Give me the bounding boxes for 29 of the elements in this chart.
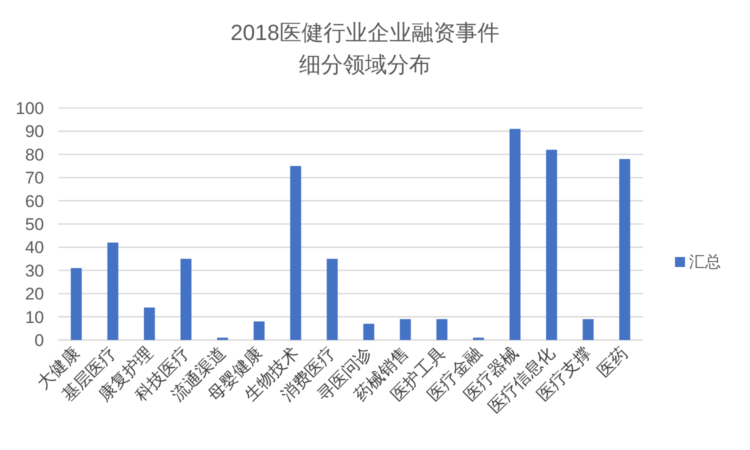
- x-tick-label: 医药: [594, 343, 632, 381]
- legend-label: 汇总: [689, 253, 721, 271]
- y-tick-label: 50: [25, 215, 44, 234]
- bar: [144, 308, 155, 340]
- bar: [107, 242, 118, 340]
- y-tick-label: 30: [25, 261, 44, 280]
- bar: [326, 258, 338, 340]
- y-tick-label: 100: [16, 99, 44, 118]
- bar: [363, 324, 374, 340]
- bar: [254, 321, 265, 340]
- bar: [619, 159, 630, 340]
- bar: [436, 319, 448, 340]
- y-tick-label: 90: [25, 122, 44, 142]
- chart-title: 2018医健行业企业融资事件: [230, 20, 500, 45]
- y-tick-label: 10: [25, 308, 44, 327]
- chart-subtitle: 细分领域分布: [299, 52, 431, 77]
- bar: [290, 166, 302, 340]
- bar: [400, 319, 411, 340]
- bar: [70, 268, 82, 340]
- bar: [510, 128, 521, 340]
- bar: [582, 319, 594, 340]
- y-tick-label: 0: [34, 331, 44, 350]
- y-tick-label: 70: [25, 168, 44, 188]
- y-tick-label: 40: [25, 238, 44, 258]
- bar: [546, 150, 558, 340]
- y-tick-label: 80: [25, 145, 44, 164]
- y-tick-label: 60: [25, 192, 44, 211]
- bar: [180, 258, 192, 340]
- y-tick-label: 20: [25, 284, 44, 304]
